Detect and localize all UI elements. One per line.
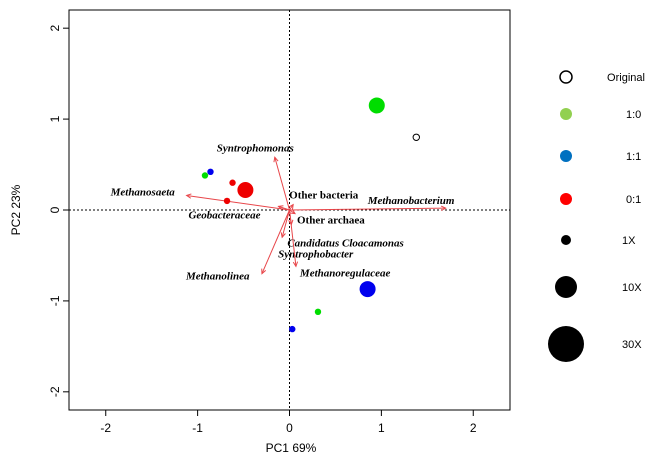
sample-points bbox=[201, 97, 420, 333]
x-tick-label: -1 bbox=[192, 421, 203, 435]
legend-size-label: 10X bbox=[622, 282, 642, 294]
data-point bbox=[229, 179, 236, 186]
loading-vectors: Syntrophomonas Methanosaeta Geobacteraceae… bbox=[110, 142, 455, 282]
vector-label: Other archaea bbox=[297, 215, 365, 227]
vector-label: Methanoregulaceae bbox=[299, 267, 391, 279]
legend-color-swatch bbox=[560, 150, 572, 162]
vector-label: Syntrophobacter bbox=[278, 248, 354, 260]
vector-line bbox=[289, 207, 446, 211]
legend-size-swatch bbox=[561, 235, 571, 245]
data-point bbox=[201, 172, 209, 179]
legend-size-swatch bbox=[555, 276, 577, 298]
vector-line bbox=[289, 209, 297, 267]
legend-color-swatch bbox=[560, 193, 572, 205]
legend-size-label: 30X bbox=[622, 339, 642, 351]
legend-color-label: 1:0 bbox=[626, 109, 641, 121]
vector-line bbox=[281, 209, 290, 238]
data-point bbox=[412, 133, 420, 141]
vector-arrowhead bbox=[440, 205, 447, 211]
data-point bbox=[237, 182, 254, 198]
data-point bbox=[289, 325, 296, 333]
legend-color-label: 0:1 bbox=[626, 194, 641, 206]
vector-line bbox=[278, 205, 290, 211]
vector-arrowhead bbox=[185, 193, 192, 199]
legend-color-swatch bbox=[559, 70, 573, 84]
vector-arrowhead bbox=[277, 205, 284, 211]
vector-line bbox=[261, 209, 290, 274]
vector-line bbox=[186, 194, 290, 211]
x-tick-label: 0 bbox=[286, 421, 293, 435]
data-point bbox=[368, 97, 385, 114]
y-axis-label: PC2 23% bbox=[9, 184, 23, 235]
vector-label: Methanosaeta bbox=[110, 186, 176, 198]
legend-color-swatch bbox=[560, 108, 572, 120]
data-point bbox=[359, 281, 376, 298]
axis-ticks: -2 -1 0 1 2 -2 -1 0 1 2 bbox=[48, 25, 477, 435]
data-point bbox=[207, 168, 214, 176]
vector-arrowhead bbox=[261, 268, 267, 275]
data-point bbox=[223, 197, 231, 205]
y-tick-label: -2 bbox=[48, 386, 62, 397]
vector-label: Methanolinea bbox=[185, 271, 250, 283]
x-tick-label: 2 bbox=[470, 421, 477, 435]
x-tick-label: 1 bbox=[378, 421, 385, 435]
y-tick-label: 1 bbox=[48, 115, 62, 122]
vector-label: Geobacteraceae bbox=[188, 209, 260, 221]
data-point bbox=[314, 308, 322, 316]
legend: Original 1:0 1:1 0:1 1X 10X 30X bbox=[548, 70, 645, 362]
x-tick-label: -2 bbox=[100, 421, 111, 435]
legend-size-label: 1X bbox=[622, 235, 636, 247]
y-tick-label: -1 bbox=[48, 295, 62, 306]
legend-size-swatch bbox=[548, 326, 584, 362]
legend-color-label: Original bbox=[607, 72, 645, 84]
vector-arrowhead bbox=[273, 156, 279, 163]
legend-color-label: 1:1 bbox=[626, 151, 641, 163]
x-axis-label: PC1 69% bbox=[266, 441, 317, 455]
vector-arrowhead bbox=[288, 203, 294, 210]
vector-line bbox=[274, 157, 290, 211]
y-tick-label: 0 bbox=[48, 206, 62, 213]
vector-label: Methanobacterium bbox=[367, 195, 455, 207]
vector-arrowhead bbox=[280, 232, 286, 239]
vector-arrowhead bbox=[292, 261, 299, 268]
vector-arrowhead bbox=[289, 209, 296, 215]
vector-label: Candidatus Cloacamonas bbox=[287, 238, 403, 250]
y-tick-label: 2 bbox=[48, 25, 62, 32]
vector-label: Syntrophomonas bbox=[217, 142, 294, 154]
vector-label: Other bacteria bbox=[289, 190, 359, 202]
